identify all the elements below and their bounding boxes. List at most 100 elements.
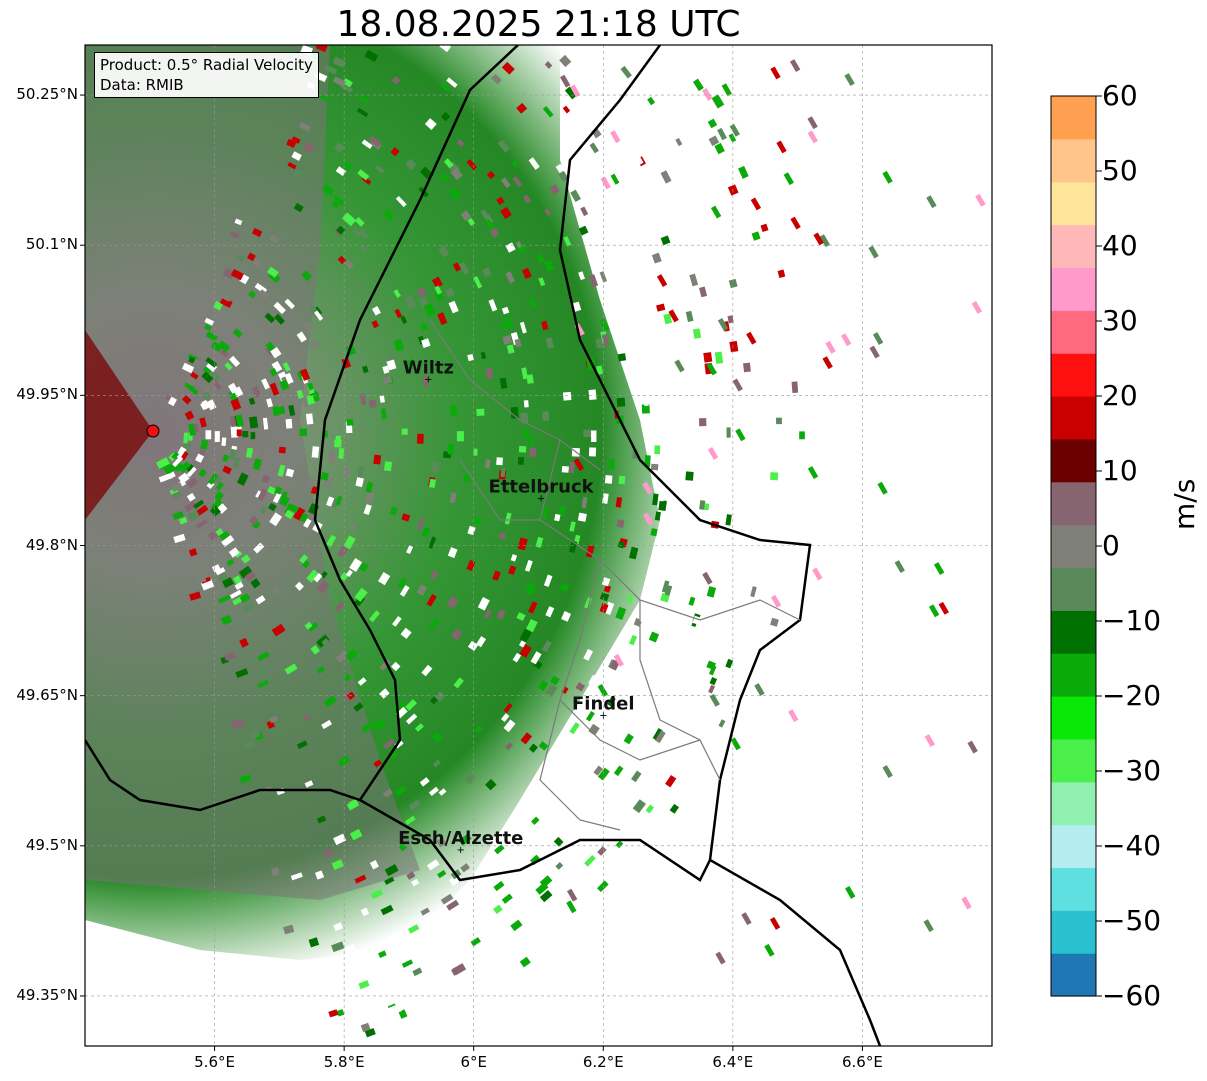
velocity-gate	[659, 494, 665, 502]
velocity-gate	[384, 352, 394, 362]
velocity-gate	[799, 431, 805, 440]
velocity-gate	[310, 644, 320, 655]
velocity-gate	[764, 943, 775, 957]
velocity-gate	[601, 334, 609, 346]
velocity-gate	[704, 503, 710, 511]
velocity-gate	[394, 308, 403, 319]
velocity-gate	[512, 176, 523, 188]
velocity-gate	[569, 461, 575, 473]
velocity-gate	[359, 562, 369, 573]
velocity-gate	[559, 582, 570, 592]
velocity-gate	[261, 378, 270, 390]
velocity-gate	[521, 267, 532, 279]
velocity-gate	[446, 77, 458, 88]
velocity-gate	[783, 172, 794, 186]
velocity-gate	[306, 477, 316, 488]
velocity-gate	[538, 277, 546, 287]
velocity-gate	[335, 435, 341, 443]
velocity-gate	[229, 231, 240, 239]
velocity-gate	[539, 890, 553, 903]
velocity-gate	[299, 512, 309, 523]
velocity-gate	[401, 959, 414, 968]
velocity-gate	[520, 732, 533, 745]
velocity-gate	[588, 274, 599, 288]
velocity-gate	[355, 477, 364, 488]
colorbar-tick-label: −60	[1102, 979, 1162, 1012]
velocity-gate	[593, 765, 603, 776]
velocity-gate	[615, 606, 627, 620]
velocity-gate	[681, 413, 688, 425]
velocity-gate	[639, 117, 650, 129]
velocity-gate	[251, 520, 261, 530]
velocity-gate	[597, 683, 608, 697]
velocity-gate	[776, 417, 782, 425]
velocity-gate	[549, 184, 560, 195]
velocity-gate	[381, 408, 387, 420]
velocity-gate	[692, 328, 702, 339]
velocity-gate	[379, 395, 385, 403]
velocity-gate	[219, 349, 229, 358]
velocity-gate	[516, 612, 526, 622]
velocity-gate	[434, 290, 444, 302]
city-label: Ettelbruck	[489, 476, 595, 497]
velocity-gate	[717, 127, 727, 141]
border-line-lux-east	[558, 45, 882, 1046]
data-source-label: Data: RMIB	[100, 76, 184, 94]
velocity-gate	[296, 331, 307, 343]
radar-echo-west	[85, 45, 420, 900]
velocity-gate	[652, 728, 663, 741]
velocity-gate	[543, 574, 553, 587]
velocity-gate	[882, 765, 893, 779]
velocity-gate	[869, 345, 880, 359]
velocity-gate	[660, 170, 672, 184]
radar-site-marker	[146, 424, 160, 438]
velocity-gate	[621, 715, 629, 724]
velocity-gate	[440, 111, 451, 122]
city-labels: +Wiltz+Ettelbruck+Findel+Esch/Alzette	[398, 357, 634, 855]
velocity-gate	[331, 859, 344, 871]
velocity-gate	[578, 225, 589, 236]
velocity-gate	[632, 799, 646, 814]
velocity-gate	[228, 448, 237, 461]
velocity-gate	[770, 472, 779, 481]
velocity-gate	[346, 799, 359, 811]
lon-tick-label: 6°E	[460, 1053, 487, 1071]
velocity-gate	[566, 750, 580, 764]
velocity-gate	[299, 368, 311, 381]
colorbar-tick-label: −20	[1102, 679, 1162, 712]
velocity-gate	[405, 699, 417, 711]
velocity-gate	[359, 95, 370, 104]
velocity-gate	[294, 581, 304, 591]
velocity-gate	[239, 774, 252, 784]
velocity-gate	[488, 299, 498, 312]
velocity-gate	[770, 617, 779, 627]
velocity-gate	[236, 472, 249, 486]
velocity-gate	[355, 966, 365, 977]
velocity-gate	[212, 380, 222, 391]
velocity-gate	[583, 648, 594, 661]
velocity-gate	[331, 200, 340, 209]
velocity-gate	[445, 287, 455, 298]
velocity-gate	[519, 628, 532, 643]
velocity-gate	[269, 382, 280, 396]
velocity-gate	[626, 593, 634, 604]
velocity-gate	[699, 500, 706, 510]
velocity-gate	[335, 650, 350, 664]
velocity-gate	[530, 651, 542, 665]
velocity-gate	[307, 621, 319, 632]
velocity-gate	[358, 980, 370, 990]
velocity-gate	[428, 536, 437, 549]
velocity-gate	[446, 595, 459, 609]
velocity-gate	[209, 505, 221, 517]
velocity-gate	[561, 611, 572, 622]
velocity-gate	[434, 285, 442, 295]
velocity-gate	[404, 815, 416, 825]
velocity-gate	[301, 270, 313, 282]
velocity-gate	[477, 596, 490, 611]
velocity-gate	[369, 610, 381, 623]
velocity-gate	[642, 481, 653, 495]
colorbar-tick-label: 40	[1102, 229, 1138, 262]
velocity-gate	[528, 743, 538, 753]
velocity-gate	[181, 362, 195, 374]
velocity-gate	[245, 447, 254, 458]
